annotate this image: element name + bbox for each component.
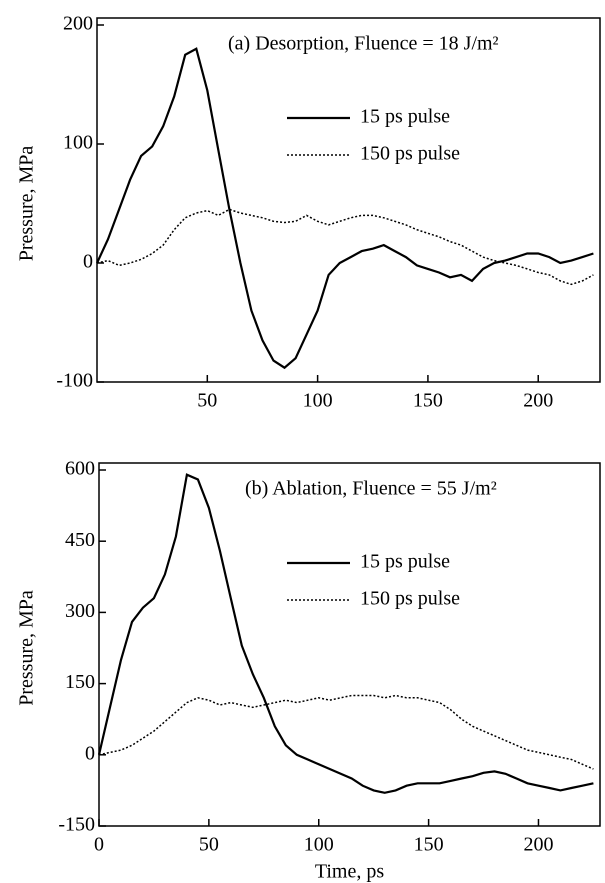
y-tick-label: 150 [65, 671, 95, 693]
data-line [98, 694, 594, 770]
x-tick-label: 150 [413, 390, 443, 412]
y-tick-label: -100 [56, 370, 93, 392]
annotation: (a) Desorption, Fluence = 18 J/m² [228, 33, 499, 55]
y-tick-label: 0 [83, 251, 93, 273]
x-tick-label: 50 [197, 390, 217, 412]
x-tick-label: 100 [304, 834, 334, 856]
x-tick-label: 200 [523, 390, 553, 412]
y-axis-label: Pressure, MPa [16, 146, 38, 262]
y-axis-label: Pressure, MPa [16, 590, 38, 706]
y-tick-label: 600 [65, 458, 95, 480]
x-tick-label: 150 [414, 834, 444, 856]
x-tick-label: 200 [523, 834, 553, 856]
y-tick-label: 200 [63, 13, 93, 35]
x-tick-label: 100 [303, 390, 333, 412]
x-tick-label: 0 [94, 834, 104, 856]
x-tick-label: 50 [199, 834, 219, 856]
legend-label: 15 ps pulse [360, 106, 450, 128]
y-tick-label: 0 [85, 742, 95, 764]
legend-label: 150 ps pulse [360, 588, 460, 610]
data-line [96, 47, 594, 370]
data-line [96, 208, 594, 286]
y-tick-label: 450 [65, 529, 95, 551]
plot-frame [98, 462, 601, 827]
legend-label: 15 ps pulse [360, 551, 450, 573]
y-tick-label: 300 [65, 600, 95, 622]
annotation: (b) Ablation, Fluence = 55 J/m² [245, 478, 497, 500]
y-tick-label: 100 [63, 132, 93, 154]
data-line [97, 473, 594, 794]
y-tick-label: -150 [58, 814, 95, 836]
plot-frame [96, 17, 601, 383]
legend-label: 150 ps pulse [360, 143, 460, 165]
x-axis-label: Time, ps [315, 861, 385, 883]
